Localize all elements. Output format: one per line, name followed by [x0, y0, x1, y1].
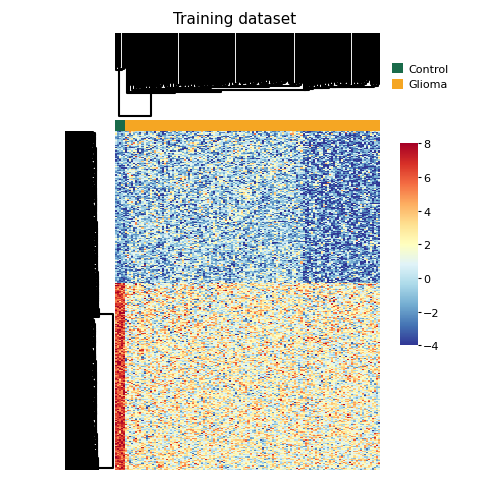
Legend: Control, Glioma: Control, Glioma — [390, 63, 450, 91]
Text: Training dataset: Training dataset — [174, 12, 296, 27]
